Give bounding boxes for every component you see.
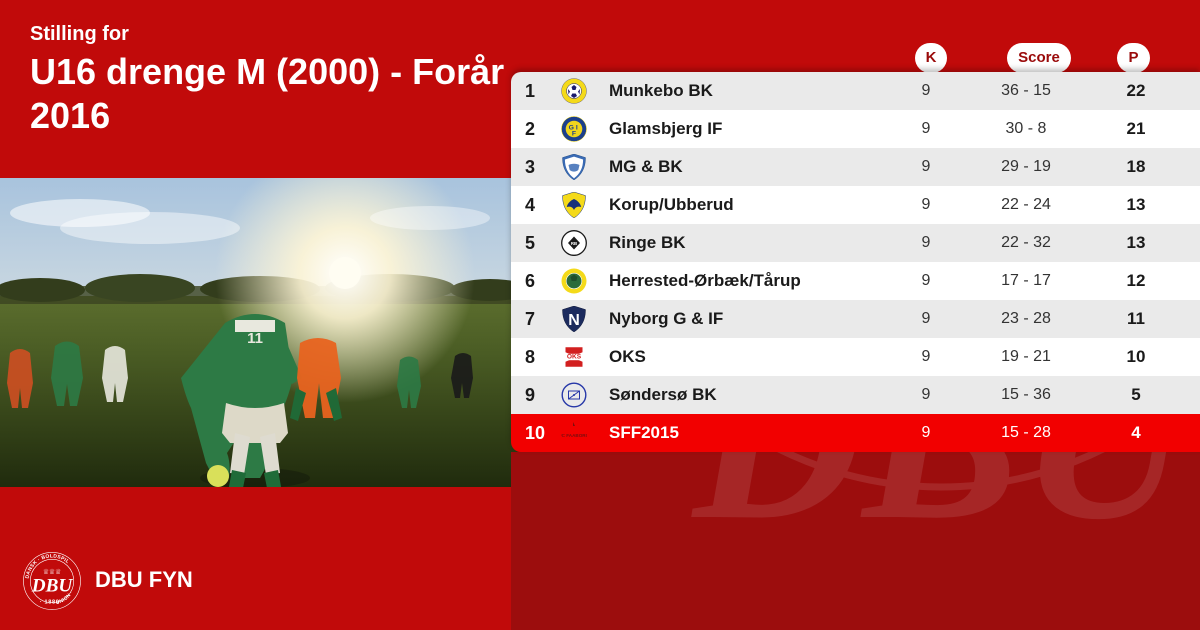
svg-text:DBU: DBU [31,576,74,597]
svg-text:11: 11 [247,330,263,347]
svg-text:N: N [568,312,580,329]
svg-text:OKS: OKS [567,354,582,361]
svg-text:F: F [572,130,576,137]
svg-text:I: I [576,124,578,131]
svg-text:· 1889 ·: · 1889 · [40,599,64,605]
svg-text:FC FAABORG: FC FAABORG [561,433,587,438]
svg-text:RB: RB [571,241,577,246]
